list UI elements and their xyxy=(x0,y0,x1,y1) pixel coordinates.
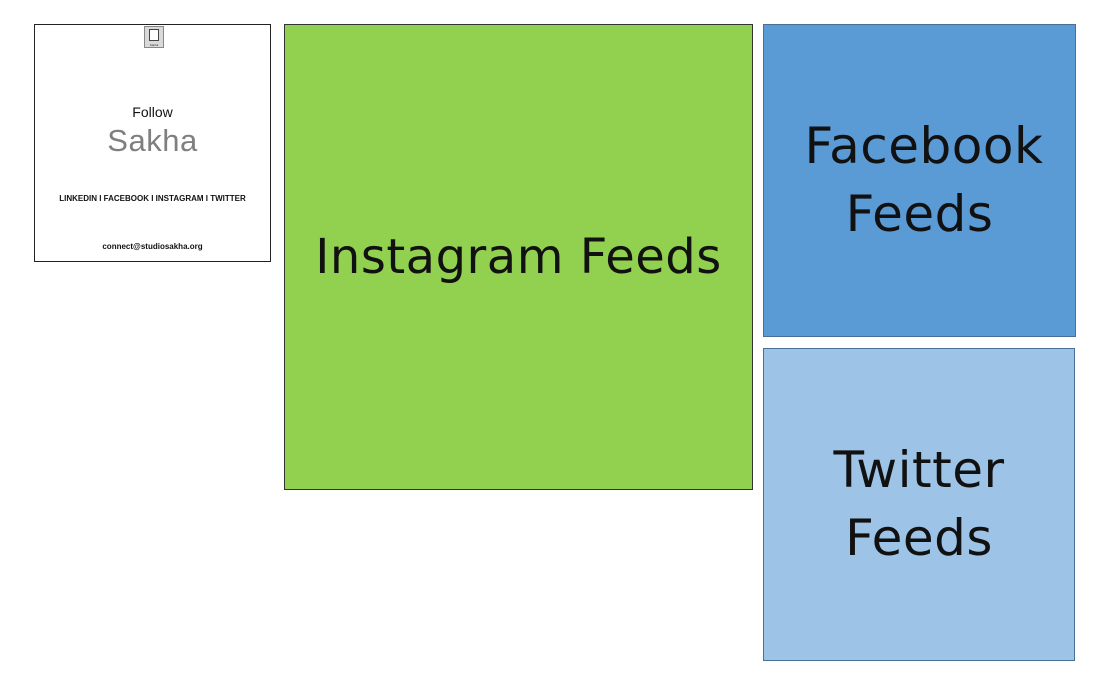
logo-text: Sakha xyxy=(149,43,159,47)
twitter-feed-panel[interactable]: Twitter Feeds xyxy=(763,348,1075,661)
social-links[interactable]: LINKEDIN I FACEBOOK I INSTAGRAM I TWITTE… xyxy=(59,194,246,203)
logo-mark xyxy=(149,29,159,41)
facebook-feed-panel[interactable]: Facebook Feeds xyxy=(763,24,1076,337)
sakha-logo-icon[interactable]: Sakha xyxy=(144,26,164,48)
facebook-feed-label: Facebook Feeds xyxy=(804,117,1044,243)
instagram-feed-panel[interactable]: Instagram Feeds xyxy=(284,24,753,490)
contact-email-link[interactable]: connect@studiosakha.org xyxy=(102,242,203,251)
follow-card: Sakha Follow Sakha LINKEDIN I FACEBOOK I… xyxy=(34,24,271,262)
instagram-feed-label: Instagram Feeds xyxy=(315,228,722,285)
follow-label: Follow xyxy=(132,104,173,120)
twitter-feed-label: Twitter Feeds xyxy=(833,441,1005,567)
brand-name: Sakha xyxy=(107,123,198,158)
